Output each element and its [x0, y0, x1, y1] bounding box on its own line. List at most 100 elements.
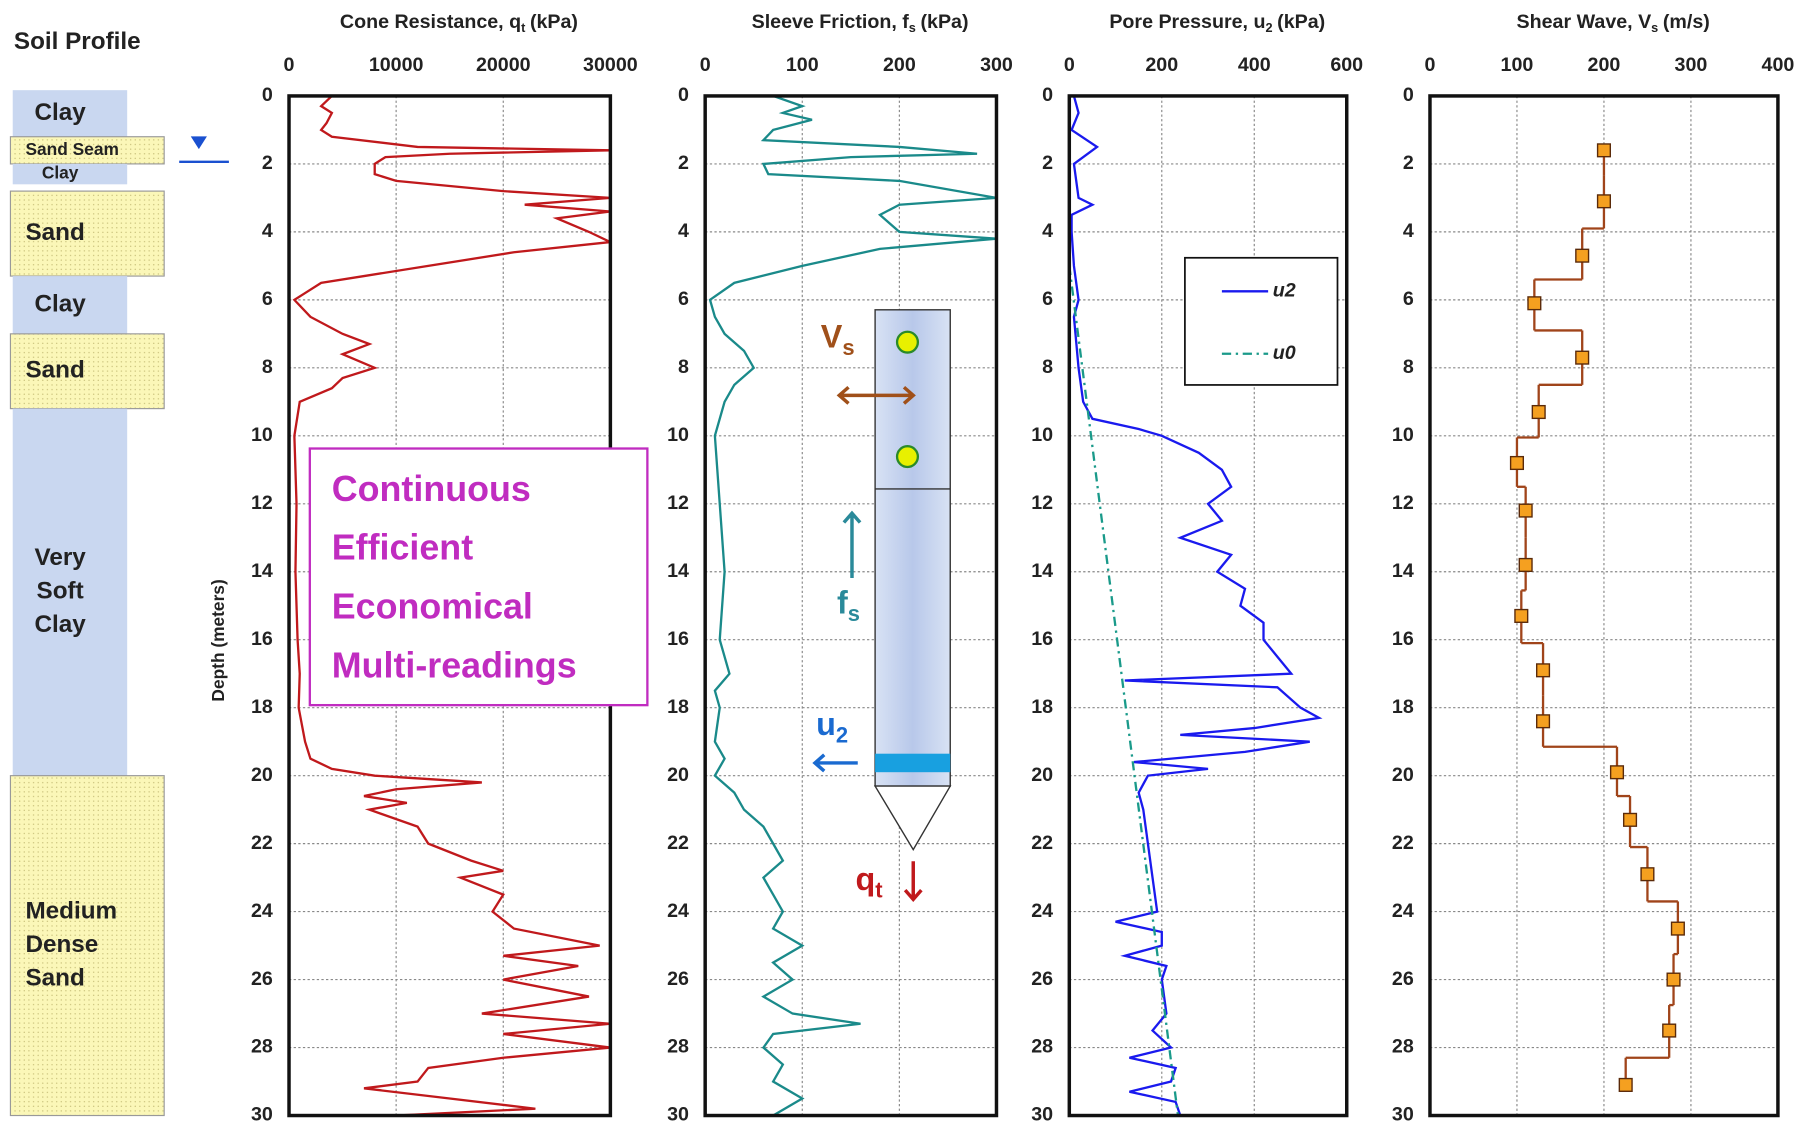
data-line	[292, 95, 611, 1116]
annotation: Continuous Efficient Economical Multi-readi…	[308, 447, 649, 707]
probe-label-subscript: 2	[836, 722, 848, 747]
y-tick-label: 14	[1392, 560, 1414, 582]
probe-label: Vs	[821, 318, 855, 360]
y-tick-label: 4	[1403, 220, 1414, 242]
water-table-triangle	[190, 136, 207, 150]
probe-body	[874, 309, 951, 787]
y-tick-label: 0	[262, 84, 273, 106]
y-tick-label: 16	[1031, 628, 1053, 650]
soil-label: Clay	[35, 290, 87, 317]
marker	[1531, 404, 1546, 420]
marker	[1509, 455, 1525, 471]
y-tick-label: 2	[1042, 152, 1053, 174]
probe-label-subscript: s	[848, 601, 860, 626]
y-tick-label: 8	[678, 356, 689, 378]
x-tick-label: 200	[1145, 54, 1178, 76]
legend-box	[1184, 256, 1339, 386]
y-tick-label: 28	[251, 1036, 273, 1058]
y-tick-label: 16	[1392, 628, 1414, 650]
annotation-line: Economical	[332, 587, 533, 627]
y-tick-label: 6	[1042, 288, 1053, 310]
y-tick-label: 10	[1031, 424, 1053, 446]
title-unit: (m/s)	[1663, 11, 1710, 33]
y-tick-label: 2	[1403, 152, 1414, 174]
marker	[1514, 608, 1529, 623]
title-text: Shear Wave, V	[1517, 11, 1652, 33]
y-tick-label: 22	[667, 832, 689, 854]
soil-layer	[12, 276, 128, 334]
y-tick-label: 24	[251, 900, 273, 922]
y-tick-label: 2	[678, 152, 689, 174]
subplot: 0 200 400 600024681012141618202224262830Por…	[1031, 11, 1363, 1125]
soil-layer	[12, 408, 128, 776]
data-line	[708, 95, 997, 1116]
x-tick-label: 10000	[369, 54, 424, 76]
chart-title: Shear Wave, Vs (m/s)	[1517, 11, 1710, 35]
soil-layer	[9, 190, 165, 277]
soil-label: Medium	[25, 897, 117, 924]
y-tick-label: 22	[1031, 832, 1053, 854]
marker	[1609, 765, 1625, 780]
legend-label: u2	[1273, 279, 1296, 301]
plot-frame	[703, 94, 999, 1118]
y-tick-label: 4	[262, 220, 273, 242]
x-tick-label: 0	[1425, 54, 1436, 76]
probe-label-subscript: s	[842, 335, 854, 360]
y-tick-label: 12	[667, 492, 689, 514]
x-tick-label: 100	[786, 54, 819, 76]
y-tick-label: 24	[667, 900, 689, 922]
y-tick-label: 8	[262, 356, 273, 378]
y-tick-label: 26	[1031, 968, 1053, 990]
marker	[1527, 296, 1542, 311]
x-tick-label: 30000	[583, 54, 638, 76]
x-tick-label: 0	[284, 54, 295, 76]
y-axis-label: Depth (meters)	[208, 579, 228, 701]
soil-label: Clay	[42, 163, 79, 183]
annotation-box	[308, 447, 649, 707]
x-tick-label: 300	[980, 54, 1013, 76]
y-tick-label: 30	[667, 1104, 689, 1125]
soil-title: Soil Profile	[14, 28, 141, 55]
y-tick-label: 20	[251, 764, 273, 786]
subplot: 0 100 200 300024681012141618202224262830Sle…	[667, 11, 1013, 1125]
y-tick-label: 18	[667, 696, 689, 718]
legend-label: u0	[1273, 342, 1296, 364]
marker	[1670, 921, 1685, 936]
probe-label-text: u	[816, 706, 836, 742]
marker	[1618, 1077, 1633, 1092]
y-tick-label: 2	[262, 152, 273, 174]
marker	[1622, 812, 1638, 827]
soil-profile: Soil Profile Clay Sand Seam Clay Sand Clay Sa…	[9, 28, 165, 1117]
x-tick-label: 400	[1238, 54, 1271, 76]
title-unit: (kPa)	[921, 11, 969, 33]
y-tick-label: 0	[1042, 84, 1053, 106]
marker	[1662, 1023, 1677, 1038]
u2-arrow	[812, 753, 858, 773]
y-tick-label: 26	[251, 968, 273, 990]
y-tick-label: 18	[1392, 696, 1414, 718]
marker	[1596, 143, 1611, 158]
water-table	[179, 136, 229, 163]
y-tick-label: 22	[1392, 832, 1414, 854]
probe-sensor	[895, 445, 920, 469]
x-tick-label: 400	[1762, 54, 1795, 76]
y-tick-label: 16	[251, 628, 273, 650]
y-tick-label: 10	[251, 424, 273, 446]
y-tick-label: 26	[667, 968, 689, 990]
y-tick-label: 20	[667, 764, 689, 786]
x-tick-label: 0	[700, 54, 711, 76]
y-tick-label: 14	[667, 560, 689, 582]
soil-label: Sand	[25, 219, 84, 246]
title-subscript: s	[909, 20, 916, 35]
title-text: Pore Pressure, u	[1109, 11, 1265, 33]
marker	[1575, 248, 1590, 263]
probe-label-subscript: t	[875, 877, 883, 902]
marker	[1536, 663, 1551, 678]
y-tick-label: 10	[667, 424, 689, 446]
y-tick-label: 12	[1392, 492, 1414, 514]
soil-label: Very	[34, 544, 86, 571]
probe-label: qt	[855, 860, 883, 902]
marker	[1518, 557, 1533, 573]
